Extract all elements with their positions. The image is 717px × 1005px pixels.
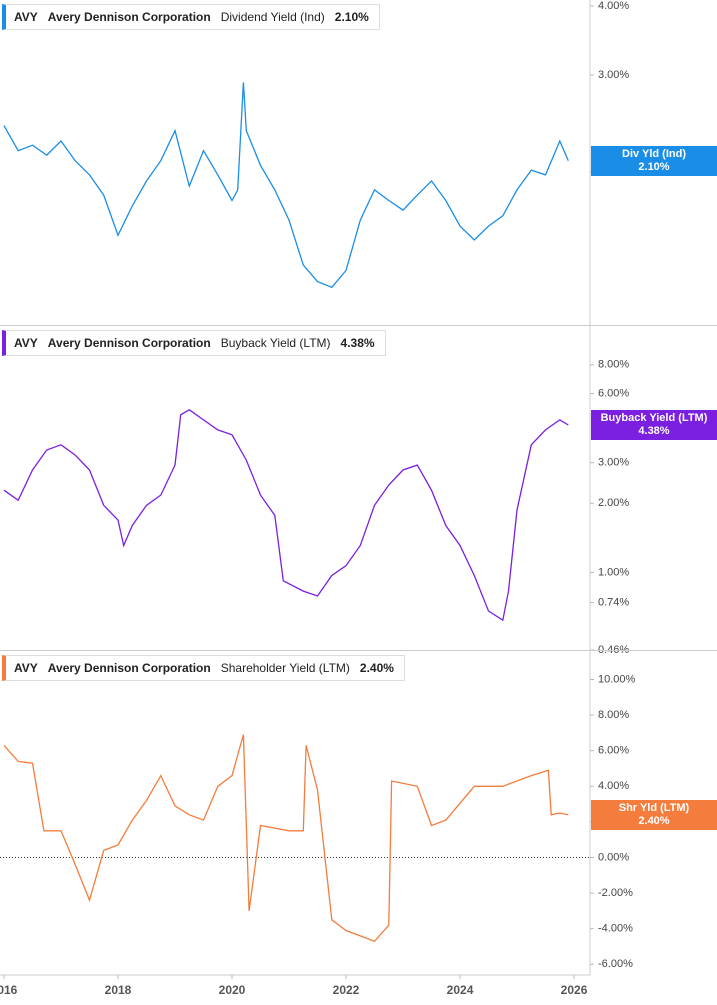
x-tick-label: 2022 <box>333 983 360 997</box>
y-tick-label: 2.00% <box>598 497 629 509</box>
value-badge: Shr Yld (LTM) 2.40% <box>591 799 717 830</box>
value-badge: Buyback Yield (LTM) 4.38% <box>591 409 717 440</box>
y-tick-label: 0.00% <box>598 851 629 863</box>
company-name: Avery Dennison Corporation <box>47 10 211 24</box>
y-tick-label: -4.00% <box>598 923 633 935</box>
y-tick-label: 0.46% <box>598 644 629 656</box>
series-name: Shareholder Yield (LTM) <box>220 661 350 675</box>
current-value: 2.10% <box>334 10 369 24</box>
x-tick-label: 2016 <box>0 983 18 997</box>
series-name: Buyback Yield (LTM) <box>220 336 331 350</box>
y-tick-label: 8.00% <box>598 359 629 371</box>
value-badge: Div Yld (Ind) 2.10% <box>591 145 717 176</box>
y-tick-label: 4.00% <box>598 0 629 12</box>
x-tick-label: 2020 <box>219 983 246 997</box>
y-tick-label: 6.00% <box>598 745 629 757</box>
series-name: Dividend Yield (Ind) <box>220 10 325 24</box>
ticker: AVY <box>14 336 38 350</box>
y-tick-label: 3.00% <box>598 457 629 469</box>
y-tick-label: 10.00% <box>598 673 636 685</box>
y-tick-label: 8.00% <box>598 709 629 721</box>
panel-header: AVY Avery Dennison Corporation Buyback Yie… <box>2 330 386 356</box>
x-tick-label: 2026 <box>561 983 588 997</box>
y-tick-label: -2.00% <box>598 887 633 899</box>
panel-header: AVY Avery Dennison Corporation Shareholder… <box>2 655 405 681</box>
company-name: Avery Dennison Corporation <box>47 336 211 350</box>
y-tick-label: 6.00% <box>598 387 629 399</box>
badge-name: Shr Yld (LTM) <box>618 801 690 814</box>
badge-name: Div Yld (Ind) <box>622 147 686 160</box>
panel-header: AVY Avery Dennison Corporation Dividend Yi… <box>2 4 380 30</box>
badge-name: Buyback Yield (LTM) <box>600 411 708 424</box>
y-tick-label: 3.00% <box>598 69 629 81</box>
current-value: 4.38% <box>340 336 375 350</box>
series-line <box>3 409 569 622</box>
ticker: AVY <box>14 10 38 24</box>
current-value: 2.40% <box>359 661 394 675</box>
ticker: AVY <box>14 661 38 675</box>
badge-value: 2.40% <box>638 814 670 827</box>
y-tick-label: 4.00% <box>598 780 629 792</box>
company-name: Avery Dennison Corporation <box>47 661 211 675</box>
badge-value: 2.10% <box>638 160 670 173</box>
series-line <box>3 734 569 942</box>
series-line <box>3 82 569 289</box>
x-tick-label: 2024 <box>447 983 474 997</box>
y-tick-label: 1.00% <box>598 566 629 578</box>
badge-value: 4.38% <box>638 424 670 437</box>
x-tick-label: 2018 <box>105 983 132 997</box>
y-tick-label: 0.74% <box>598 596 629 608</box>
y-tick-label: -6.00% <box>598 958 633 970</box>
